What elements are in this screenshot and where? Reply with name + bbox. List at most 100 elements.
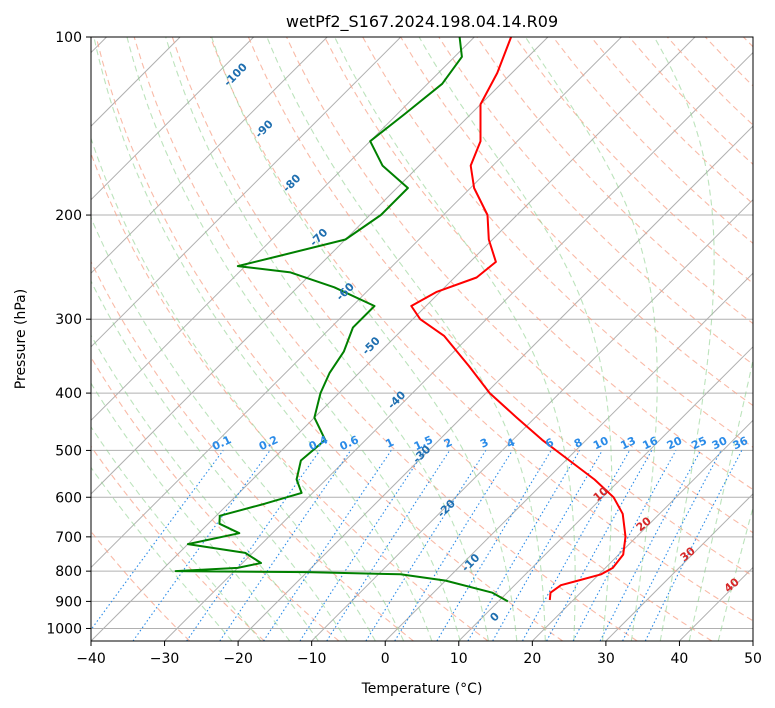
y-tick-label: 500 [55, 443, 82, 459]
x-tick-label: 10 [450, 651, 468, 667]
mixing-ratio-label: 36 [731, 434, 751, 452]
dry-adiabat-line [91, 356, 340, 641]
isotherm-line [91, 37, 328, 274]
moist-adiabat-label: 30 [678, 544, 698, 564]
isotherm-line [384, 272, 753, 641]
mixing-ratio-line [299, 450, 426, 641]
moist-adiabat-line [418, 37, 613, 641]
isotherm-line [91, 37, 696, 641]
mixing-ratio-line [219, 450, 352, 641]
x-tick-label: 0 [381, 651, 390, 667]
dry-adiabat-line [171, 37, 713, 641]
dry-adiabat-label: 0 [487, 609, 502, 624]
y-tick-label: 300 [55, 312, 82, 328]
mixing-ratio-label: 20 [665, 434, 685, 452]
y-tick-label: 700 [55, 530, 82, 546]
x-tick-label: 30 [597, 651, 615, 667]
moist-adiabat-line [126, 37, 461, 641]
isotherm-line [531, 419, 753, 641]
mixing-ratio-label: 10 [591, 434, 611, 452]
isotherm-line [605, 493, 753, 641]
moist-adiabat-label: 20 [634, 514, 654, 534]
dry-adiabat-line [209, 37, 753, 622]
mixing-ratio-line [91, 450, 224, 631]
x-tick-label: −40 [76, 651, 106, 667]
y-axis-ticks: 100 200 300 400 500 600 700 800 900 1000 [46, 30, 91, 637]
mixing-ratio-line [186, 450, 321, 641]
mixing-ratio-label: 3 [478, 436, 490, 451]
isotherm-line [752, 640, 753, 641]
dry-adiabat-line [743, 37, 753, 48]
x-axis-ticks: −40 −30 −20 −10 0 10 20 30 40 50 [76, 641, 762, 667]
moist-adiabat-label: 40 [722, 575, 742, 595]
mixing-ratio-line [644, 450, 743, 641]
dry-adiabat-line [247, 37, 753, 577]
moist-adiabat-line [91, 216, 376, 641]
mixing-ratio-line [263, 450, 392, 641]
line-labels: 0.1 0.2 0.4 0.6 1 1.5 2 3 4 6 8 10 13 16 20 25 30 36-100-… [210, 60, 750, 624]
moist-adiabat-line [211, 37, 518, 641]
moist-adiabat-line [334, 37, 576, 641]
y-axis-label: Pressure (hPa) [13, 289, 29, 389]
dry-adiabat-label: -90 [253, 117, 276, 140]
mixing-ratio-line [546, 450, 653, 641]
dry-adiabat-line [91, 445, 265, 641]
mixing-ratio-line [599, 450, 702, 641]
mixing-ratio-line [326, 450, 451, 641]
x-tick-label: 20 [523, 651, 541, 667]
dewpoint-line [174, 37, 509, 603]
y-tick-label: 400 [55, 386, 82, 402]
y-tick-label: 1000 [46, 621, 82, 637]
isotherm-line [458, 346, 753, 641]
moist-adiabat-line [717, 505, 753, 641]
dry-adiabat-line [286, 37, 753, 534]
moist-adiabat-line [91, 466, 233, 641]
dry-adiabat-label: -70 [307, 226, 330, 249]
mixing-ratio-line [572, 450, 677, 641]
dry-adiabat-line [324, 37, 753, 491]
x-tick-label: −30 [150, 651, 180, 667]
moist-adiabat-line [93, 37, 433, 641]
x-tick-label: −10 [297, 651, 327, 667]
isotherm-line [91, 37, 622, 569]
mixing-ratio-label: 30 [710, 434, 730, 452]
dry-adiabat-label: -50 [360, 334, 383, 357]
isotherm-line [164, 51, 753, 641]
x-tick-label: 50 [744, 651, 762, 667]
isotherm-line [237, 125, 753, 641]
moist-adiabat-line [91, 136, 405, 641]
moist-adiabat-line [91, 425, 262, 641]
moist-adiabat-line [266, 37, 546, 641]
moist-adiabat-line [524, 37, 658, 641]
moist-adiabat-line [165, 37, 490, 641]
dry-adiabat-label: -60 [334, 280, 357, 303]
dry-adiabat-line [514, 37, 753, 284]
series-lines [174, 37, 627, 603]
y-tick-label: 800 [55, 564, 82, 580]
mixing-ratio-line [522, 450, 631, 641]
moist-adiabat-line [91, 382, 291, 641]
dry-adiabat-line [438, 37, 753, 366]
grid-lines [91, 37, 753, 641]
moist-adiabat-label: 10 [591, 484, 611, 504]
dry-adiabat-line [704, 37, 753, 87]
mixing-ratio-line [394, 450, 513, 641]
isotherm-line [91, 37, 402, 348]
y-tick-label: 100 [55, 30, 82, 46]
moist-adiabat-line [91, 280, 348, 641]
x-tick-label: −20 [223, 651, 253, 667]
y-tick-label: 600 [55, 490, 82, 506]
isotherm-line [311, 198, 753, 641]
mixing-ratio-label: 4 [505, 436, 518, 451]
y-tick-label: 200 [55, 208, 82, 224]
mixing-ratio-line [132, 450, 271, 641]
moist-adiabat-line [653, 37, 715, 641]
mixing-ratio-label: 13 [618, 434, 637, 452]
dry-adiabat-line [476, 37, 753, 325]
dry-adiabat-label: -40 [385, 388, 408, 411]
dry-adiabat-line [133, 37, 638, 641]
x-tick-label: 40 [671, 651, 689, 667]
isotherm-line [91, 37, 255, 201]
mixing-ratio-label: 16 [641, 434, 661, 452]
